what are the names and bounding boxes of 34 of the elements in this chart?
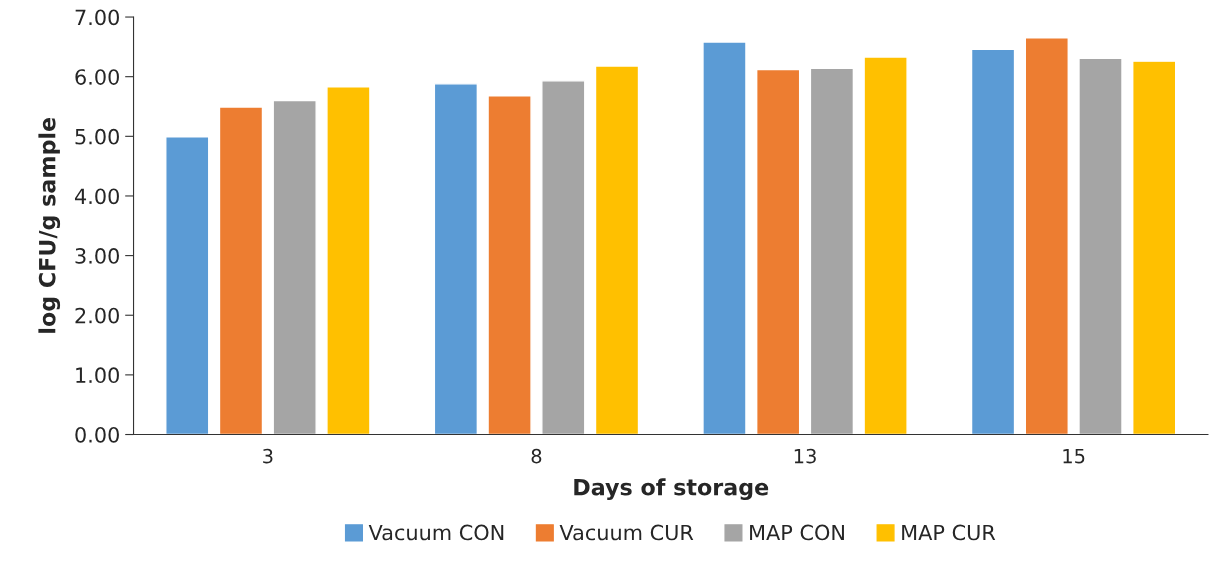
legend-label: Vacuum CON [368,524,504,541]
bar [594,65,640,435]
x-axis-title: Days of storage [574,478,769,501]
y-tick-label: 2.00 [75,307,119,324]
bar [809,67,855,435]
bar [702,41,747,435]
x-tick-label: 8 [531,448,542,464]
y-tick-label: 0.00 [75,426,119,443]
legend-label: MAP CUR [902,524,996,541]
bar [541,80,586,435]
y-tick-label: 4.00 [74,188,119,205]
legend-label: MAP CON [750,524,844,541]
legend-label: Vacuum CUR [559,524,694,541]
y-tick-label: 1.00 [76,367,119,384]
y-tick-label: 6.00 [75,69,119,85]
y-tick-label: 3.00 [75,248,119,264]
bar [863,56,908,435]
bar [487,95,532,435]
bar [272,99,317,435]
x-tick-label: 3 [263,448,273,464]
y-tick-label: 5.00 [75,128,119,145]
x-tick-label: 15 [1063,449,1085,464]
bar [755,68,801,435]
y-axis-title: log CFU/g sample [38,117,61,333]
bar [433,83,479,435]
y-tick-label: 7.00 [75,9,119,26]
x-tick-label: 13 [794,448,816,464]
bar [1024,37,1069,435]
bar [326,86,371,435]
bar [1078,57,1123,435]
bar [970,48,1016,435]
bar [165,136,210,435]
bar [218,106,264,435]
bar [1132,60,1177,435]
